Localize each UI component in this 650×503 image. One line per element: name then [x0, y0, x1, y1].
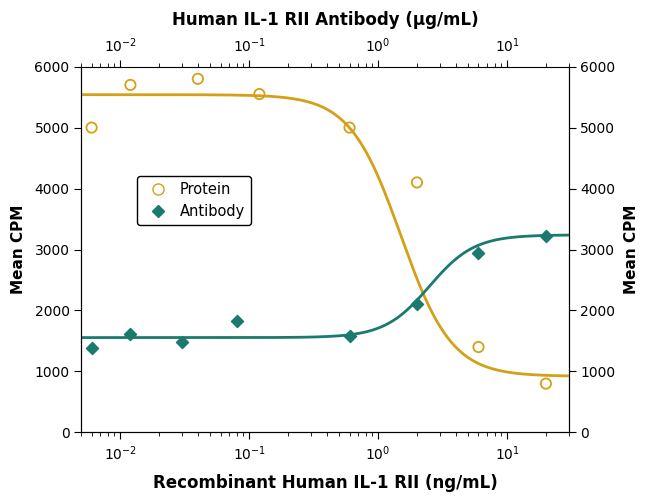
- Point: [473, 343, 484, 351]
- Point: [254, 90, 265, 98]
- Point: [177, 338, 187, 346]
- X-axis label: Recombinant Human IL-1 RII (ng/mL): Recombinant Human IL-1 RII (ng/mL): [153, 474, 497, 492]
- Y-axis label: Mean CPM: Mean CPM: [624, 205, 639, 294]
- Point: [125, 81, 136, 89]
- Y-axis label: Mean CPM: Mean CPM: [11, 205, 26, 294]
- X-axis label: Human IL-1 RII Antibody (μg/mL): Human IL-1 RII Antibody (μg/mL): [172, 11, 478, 29]
- Point: [344, 124, 355, 132]
- Point: [125, 329, 136, 338]
- Legend: Protein, Antibody: Protein, Antibody: [137, 177, 251, 225]
- Point: [541, 380, 551, 388]
- Point: [541, 232, 551, 240]
- Point: [86, 344, 97, 352]
- Point: [473, 248, 484, 257]
- Point: [86, 124, 97, 132]
- Point: [411, 300, 422, 308]
- Point: [411, 179, 422, 187]
- Point: [344, 332, 355, 340]
- Point: [192, 75, 203, 83]
- Point: [231, 317, 242, 325]
